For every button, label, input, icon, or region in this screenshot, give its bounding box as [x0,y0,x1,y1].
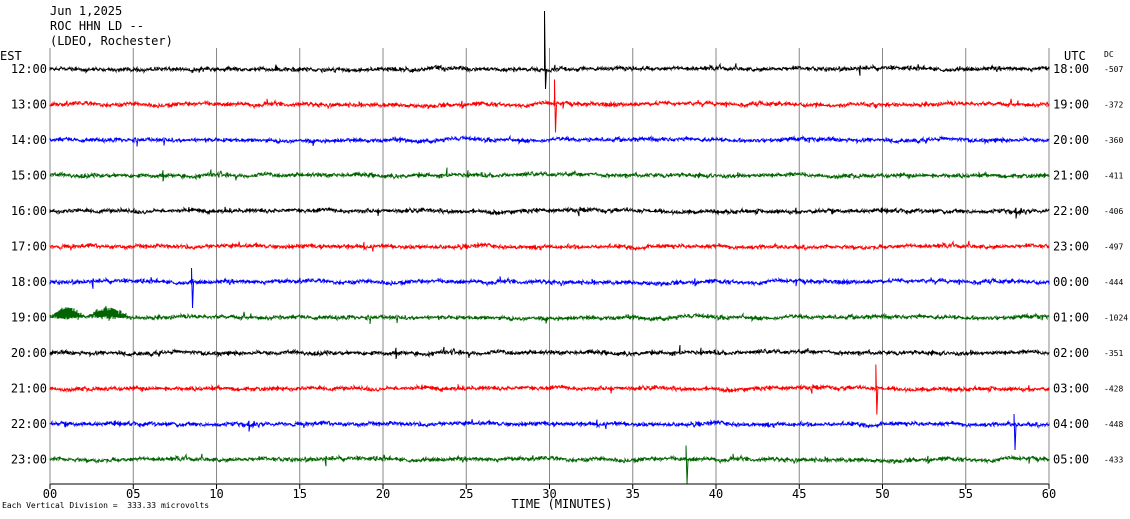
row-dc-value: -448 [1104,420,1123,429]
event-spike [685,445,689,484]
x-axis-label: TIME (MINUTES) [511,497,612,511]
row-label-est: 20:00 [11,346,47,360]
row-dc-value: -433 [1104,456,1123,465]
row-dc-value: -507 [1104,65,1123,74]
trace-red [49,383,1050,394]
x-tick-label: 10 [209,487,223,501]
x-tick-label: 55 [959,487,973,501]
x-tick-label: 35 [626,487,640,501]
row-label-est: 18:00 [11,275,47,289]
row-label-est: 17:00 [11,240,47,254]
x-tick-label: 25 [459,487,473,501]
x-tick-label: 50 [875,487,889,501]
x-tick-label: 45 [792,487,806,501]
row-label-utc: 00:00 [1053,275,1089,289]
trace-red [49,240,1050,252]
row-label-est: 23:00 [11,453,47,467]
event-spike [544,10,548,90]
row-label-est: 14:00 [11,133,47,147]
trace-black [49,345,1050,359]
trace-green [49,305,1050,325]
trace-black [49,62,1050,76]
trace-blue [49,134,1050,147]
row-label-utc: 20:00 [1053,133,1089,147]
row-label-utc: 19:00 [1053,98,1089,112]
left-axis-label: EST [0,49,22,63]
right-axis-label: UTC [1064,49,1086,63]
labels: EST UTC DC TIME (MINUTES) 00 05 10 15 20 25 30… [0,49,1128,511]
row-label-est: 13:00 [11,98,47,112]
x-tick-label: 05 [126,487,140,501]
row-label-est: 22:00 [11,417,47,431]
x-tick-label: 00 [43,487,57,501]
header-network: (LDEO, Rochester) [50,34,173,48]
footer-note: Each Vertical Division = 333.33 microvol… [2,501,210,510]
event-spike [1013,413,1017,451]
row-label-utc: 05:00 [1053,453,1089,467]
row-dc-value: -406 [1104,207,1123,216]
row-label-utc: 01:00 [1053,311,1089,325]
row-label-est: 21:00 [11,382,47,396]
event-spike [553,79,557,133]
row-label-est: 15:00 [11,169,47,183]
row-dc-value: -428 [1104,385,1123,394]
event-spike [191,267,195,309]
row-label-est: 16:00 [11,204,47,218]
header-date: Jun 1,2025 [50,4,123,18]
trace-black [49,206,1050,219]
dc-label: DC [1104,50,1114,59]
row-dc-value: -372 [1104,101,1123,110]
row-label-utc: 04:00 [1053,417,1089,431]
row-label-est: 19:00 [11,311,47,325]
row-label-utc: 21:00 [1053,169,1089,183]
trace-green [49,453,1050,467]
x-tick-label: 40 [709,487,723,501]
event-spike [875,364,879,415]
row-label-utc: 18:00 [1053,62,1089,76]
row-label-utc: 23:00 [1053,240,1089,254]
row-dc-value: -1024 [1104,314,1128,323]
x-tick-label: 30 [542,487,556,501]
row-label-est: 12:00 [11,62,47,76]
row-dc-value: -411 [1104,172,1123,181]
grid [49,48,1050,489]
traces [49,10,1050,484]
x-tick-label: 60 [1042,487,1056,501]
row-label-utc: 02:00 [1053,346,1089,360]
row-label-utc: 22:00 [1053,204,1089,218]
header-station: ROC HHN LD -- [50,19,144,33]
trace-red [49,98,1050,110]
trace-green [49,167,1050,182]
row-dc-value: -351 [1104,349,1123,358]
x-tick-label: 15 [293,487,307,501]
x-tick-label: 20 [376,487,390,501]
trace-blue [49,276,1050,289]
row-dc-value: -497 [1104,243,1123,252]
row-dc-value: -444 [1104,278,1123,287]
row-dc-value: -360 [1104,136,1123,145]
trace-blue [49,419,1050,432]
row-label-utc: 03:00 [1053,382,1089,396]
